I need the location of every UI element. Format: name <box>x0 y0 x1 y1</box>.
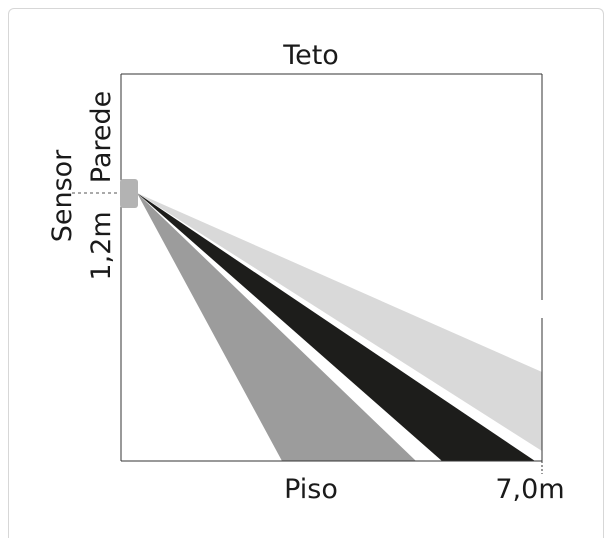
mount-height-label: 1,2m <box>86 211 117 280</box>
sensor-body <box>120 179 138 208</box>
sensor-label: Sensor <box>47 149 78 242</box>
beam-medium <box>137 193 416 461</box>
range-label: 7,0m <box>495 474 564 505</box>
beam-dark <box>137 193 535 461</box>
beam-light <box>137 193 542 451</box>
floor-label: Piso <box>284 474 338 505</box>
ceiling-label: Teto <box>282 40 339 71</box>
wall-label: Parede <box>86 91 117 183</box>
